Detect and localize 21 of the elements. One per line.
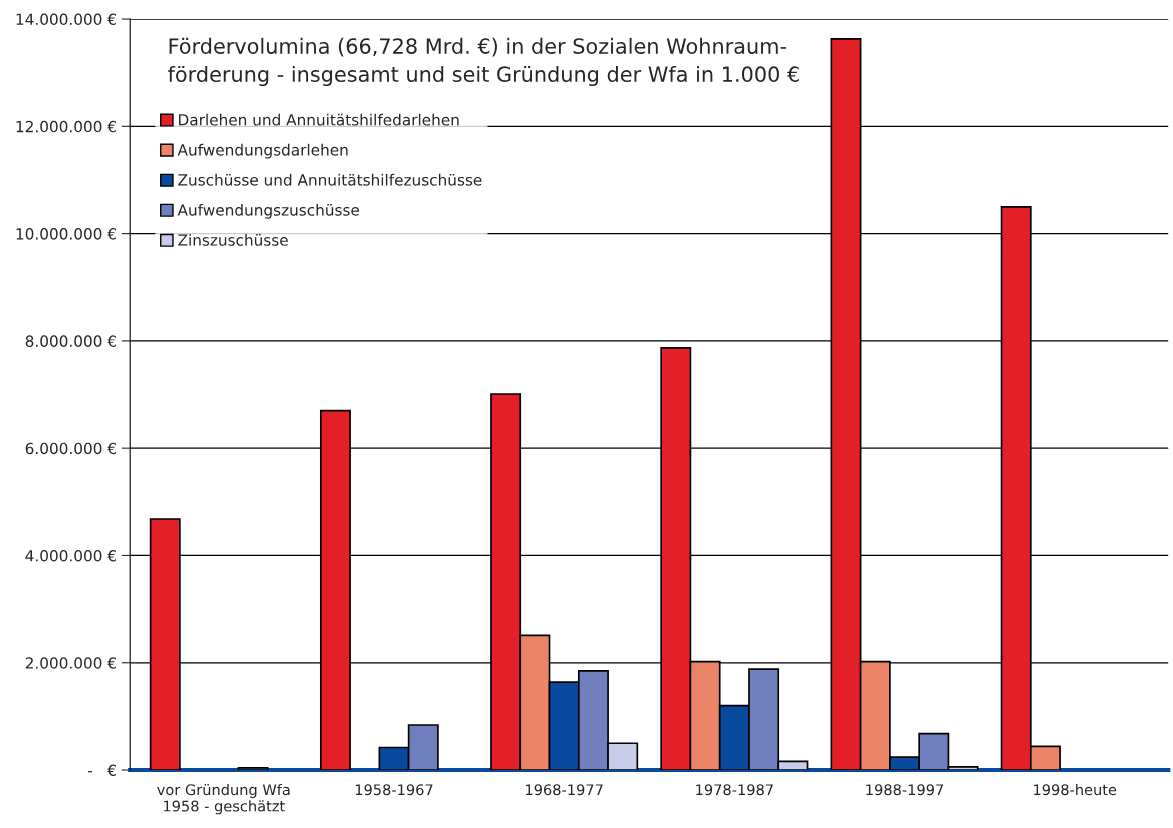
y-tick-label: - € [87, 764, 116, 777]
x-tick-label: vor Gründung Wfa 1958 - geschätzt [157, 783, 290, 815]
x-tick-label: 1988-1997 [866, 784, 944, 796]
x-tick-label: 1968-1977 [526, 784, 603, 796]
y-tick-label: 2.000.000 € [25, 657, 116, 669]
legend-label: Aufwendungsdarlehen [177, 143, 348, 159]
legend-label: Darlehen und Annuitätshilfedarlehen [179, 113, 459, 126]
text: Fördervolumina (66,728 Mrd. €) in der Sozialen Wohnraum- förderung - insgesamt und seit Gründung der Wfa in 1.000 € [168, 37, 799, 87]
y-tick-label: 6.000.000 € [25, 442, 116, 455]
legend-label: Zinszuschüsse [178, 234, 288, 246]
y-tick-label: 12.000.000 € [16, 120, 116, 133]
bar [237, 767, 269, 771]
y-tick-label: 4.000.000 € [25, 549, 116, 562]
legend-label: Aufwendungszuschüsse [177, 203, 360, 219]
x-tick-label: 1998-heute [1034, 783, 1117, 796]
legend-label: Zuschüsse und Annuitätshilfezuschüsse [178, 173, 482, 186]
y-tick-label: 8.000.000 € [25, 335, 116, 347]
x-tick-label: 1958-1967 [355, 784, 433, 796]
y-tick-label: 10.000.000 € [16, 228, 116, 240]
y-tick-label: 14.000.000 € [16, 13, 116, 26]
x-tick-label: 1978-1987 [696, 784, 773, 796]
